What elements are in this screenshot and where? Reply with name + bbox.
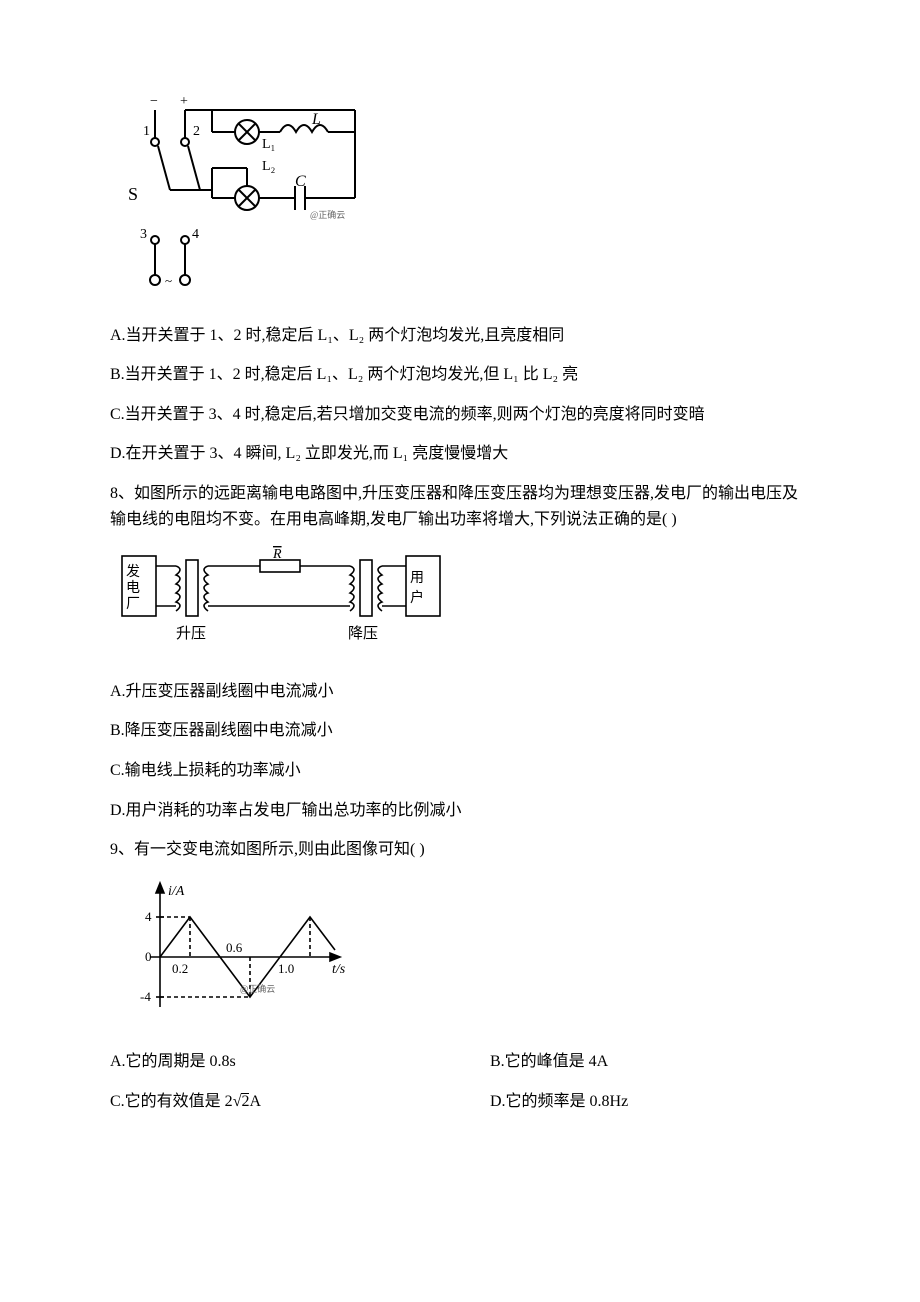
q7-label-plus: + <box>180 94 188 109</box>
q9-option-d: D.它的频率是 0.8Hz <box>490 1089 790 1115</box>
q9-ylabel: i/A <box>168 884 185 899</box>
q9-option-a: A.它的周期是 0.8s <box>110 1049 410 1075</box>
q7-label-minus: − <box>150 94 158 109</box>
q9-xlabel: t/s <box>332 962 346 977</box>
q7-option-b: B.当开关置于 1、2 时,稳定后 L₁、L₂ 两个灯泡均发光,但 L₁ 比 L… <box>110 362 810 388</box>
q8-transformer-figure: 发 电 厂 用 户 R 升压 降压 <box>120 546 810 665</box>
q7-label-4: 4 <box>192 227 199 242</box>
q9-waveform-figure: i/A 4 -4 0 0.2 0.6 1.0 t/s @正确云 <box>120 877 810 1036</box>
q9-stem: 9、有一交变电流如图所示,则由此图像可知( ) <box>110 837 810 863</box>
q8-right-box-1: 用 <box>410 571 424 586</box>
q8-option-c: C.输电线上损耗的功率减小 <box>110 758 810 784</box>
q7-label-C: C <box>295 173 306 190</box>
q8-option-b: B.降压变压器副线圈中电流减小 <box>110 718 810 744</box>
q8-label-up: 升压 <box>176 625 206 642</box>
q7-option-d: D.在开关置于 3、4 瞬间, L₂ 立即发光,而 L₁ 亮度慢慢增大 <box>110 441 810 467</box>
q7-label-ac: ~ <box>165 273 172 288</box>
q7-circuit-figure: − + 1 2 S 3 4 ~ L₁ L₂ L C @正确云 <box>120 90 810 309</box>
q9-c-prefix: C.它的有效值是 2 <box>110 1093 233 1110</box>
q9-ymax: 4 <box>145 909 152 924</box>
q8-label-r: R <box>272 547 282 562</box>
q8-left-box-1: 发 <box>126 564 140 580</box>
q7-label-s: S <box>128 184 138 204</box>
q7-label-l2: L₂ <box>262 159 276 174</box>
q9-option-c: C.它的有效值是 22A <box>110 1089 410 1115</box>
q7-watermark: @正确云 <box>310 209 345 220</box>
q8-option-a: A.升压变压器副线圈中电流减小 <box>110 679 810 705</box>
q8-label-down: 降压 <box>348 625 378 642</box>
q7-label-l1: L₁ <box>262 137 275 152</box>
q8-stem: 8、如图所示的远距离输电电路图中,升压变压器和降压变压器均为理想变压器,发电厂的… <box>110 481 810 532</box>
q8-left-box-2: 电 <box>126 580 140 596</box>
q7-label-3: 3 <box>140 227 147 242</box>
q8-option-d: D.用户消耗的功率占发电厂输出总功率的比例减小 <box>110 798 810 824</box>
q9-x3: 1.0 <box>278 961 294 976</box>
q7-option-c: C.当开关置于 3、4 时,稳定后,若只增加交变电流的频率,则两个灯泡的亮度将同… <box>110 402 810 428</box>
q8-right-box-2: 户 <box>410 589 424 606</box>
q9-x1: 0.2 <box>172 961 188 976</box>
q9-c-suffix: A <box>249 1093 261 1110</box>
q7-label-2: 2 <box>193 124 200 139</box>
q7-label-1: 1 <box>143 124 150 139</box>
q9-watermark: @正确云 <box>240 983 275 994</box>
q8-left-box-3: 厂 <box>126 597 140 612</box>
q7-option-a: A.当开关置于 1、2 时,稳定后 L₁、L₂ 两个灯泡均发光,且亮度相同 <box>110 323 810 349</box>
q9-ymin: -4 <box>140 989 151 1004</box>
q9-yzero: 0 <box>145 949 152 964</box>
q9-x2: 0.6 <box>226 940 243 955</box>
q9-option-b: B.它的峰值是 4A <box>490 1049 790 1075</box>
q7-label-L: L <box>311 111 321 128</box>
